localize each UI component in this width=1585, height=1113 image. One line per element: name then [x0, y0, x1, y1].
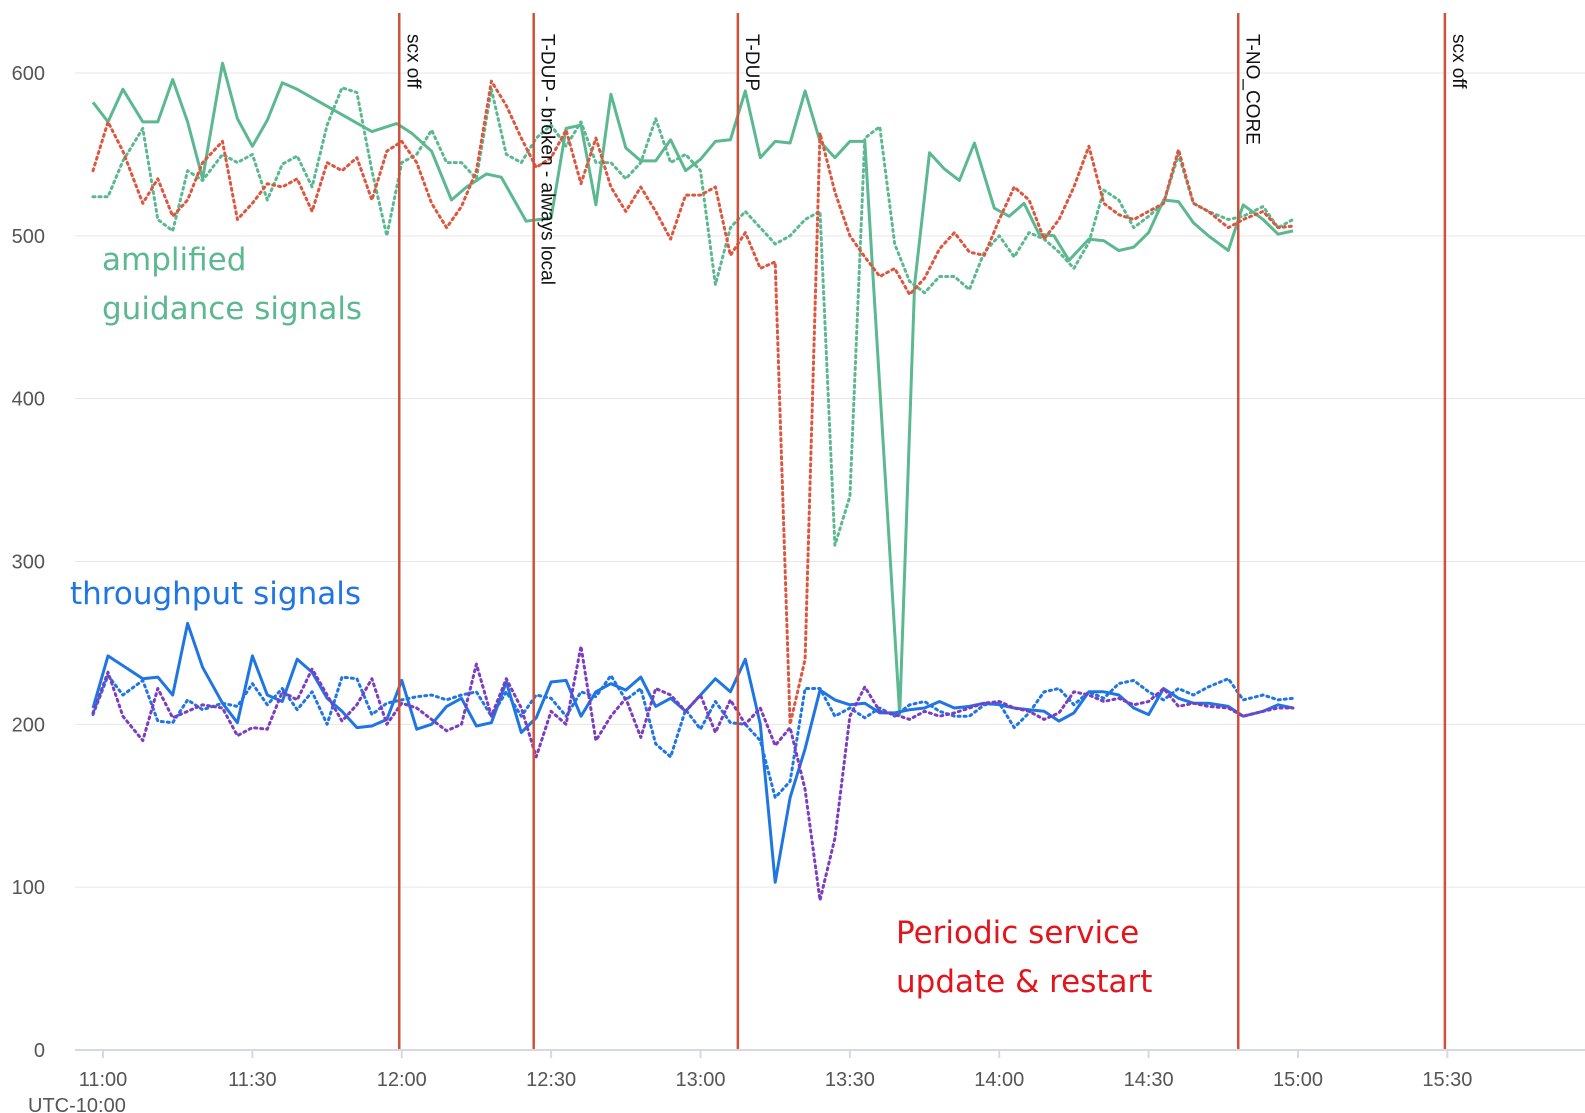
- event-label-1: scx off: [402, 34, 423, 89]
- x-tick-label: 15:30: [1422, 1069, 1472, 1091]
- series-line-1: [91, 61, 1294, 717]
- y-tick-label: 100: [12, 877, 45, 899]
- x-tick-label: 11:00: [79, 1069, 128, 1091]
- x-tick-label: 12:30: [526, 1069, 576, 1091]
- event-label-3: T-DUP: [741, 34, 762, 91]
- x-tick-label: 13:30: [825, 1069, 875, 1091]
- x-tick-label: 15:00: [1273, 1069, 1323, 1091]
- x-tick-label: 14:30: [1124, 1069, 1174, 1091]
- y-tick-label: 300: [12, 552, 45, 574]
- annotation-line: amplified: [102, 242, 246, 278]
- y-tick-label: 600: [12, 63, 45, 85]
- series-line-3: [91, 79, 1295, 726]
- x-tick-label: 14:00: [974, 1069, 1024, 1091]
- annotation-restart: Periodic service update & restart: [896, 915, 1152, 1000]
- annotation-guidance: amplified guidance signals: [102, 242, 362, 327]
- annotation-line: guidance signals: [102, 291, 362, 327]
- event-label-2: T-DUP - broken - always local: [537, 34, 558, 285]
- y-tick-label: 0: [34, 1040, 45, 1062]
- event-markers: scx off T-DUP - broken - always local T-DU…: [398, 13, 1469, 1050]
- y-tick-label: 200: [12, 714, 45, 736]
- y-axis-ticks: 0 100 200 300 400 500 600: [12, 63, 45, 1062]
- series-line-4: [91, 621, 1294, 884]
- x-tick-label: 11:30: [228, 1069, 277, 1091]
- annotation-line: Periodic service: [896, 915, 1139, 951]
- annotation-line: update & restart: [896, 964, 1152, 1000]
- series-line-2: [91, 86, 1295, 547]
- x-tick-label: 13:00: [675, 1069, 725, 1091]
- gridlines: [75, 72, 1585, 888]
- y-tick-label: 500: [12, 226, 45, 248]
- series-layer: [91, 61, 1295, 902]
- event-label-5: scx off: [1448, 34, 1469, 89]
- x-tick-label: 12:00: [377, 1069, 427, 1091]
- timezone-label: UTC-10:00: [28, 1095, 126, 1113]
- x-axis-ticks: 11:00 11:30 12:00 12:30 13:00 13:30 14:00 14:30…: [79, 1050, 1472, 1091]
- y-tick-label: 400: [12, 389, 45, 411]
- annotation-throughput: throughput signals: [70, 576, 361, 612]
- event-label-4: T-NO_CORE: [1241, 34, 1262, 145]
- series-line-6: [91, 644, 1295, 902]
